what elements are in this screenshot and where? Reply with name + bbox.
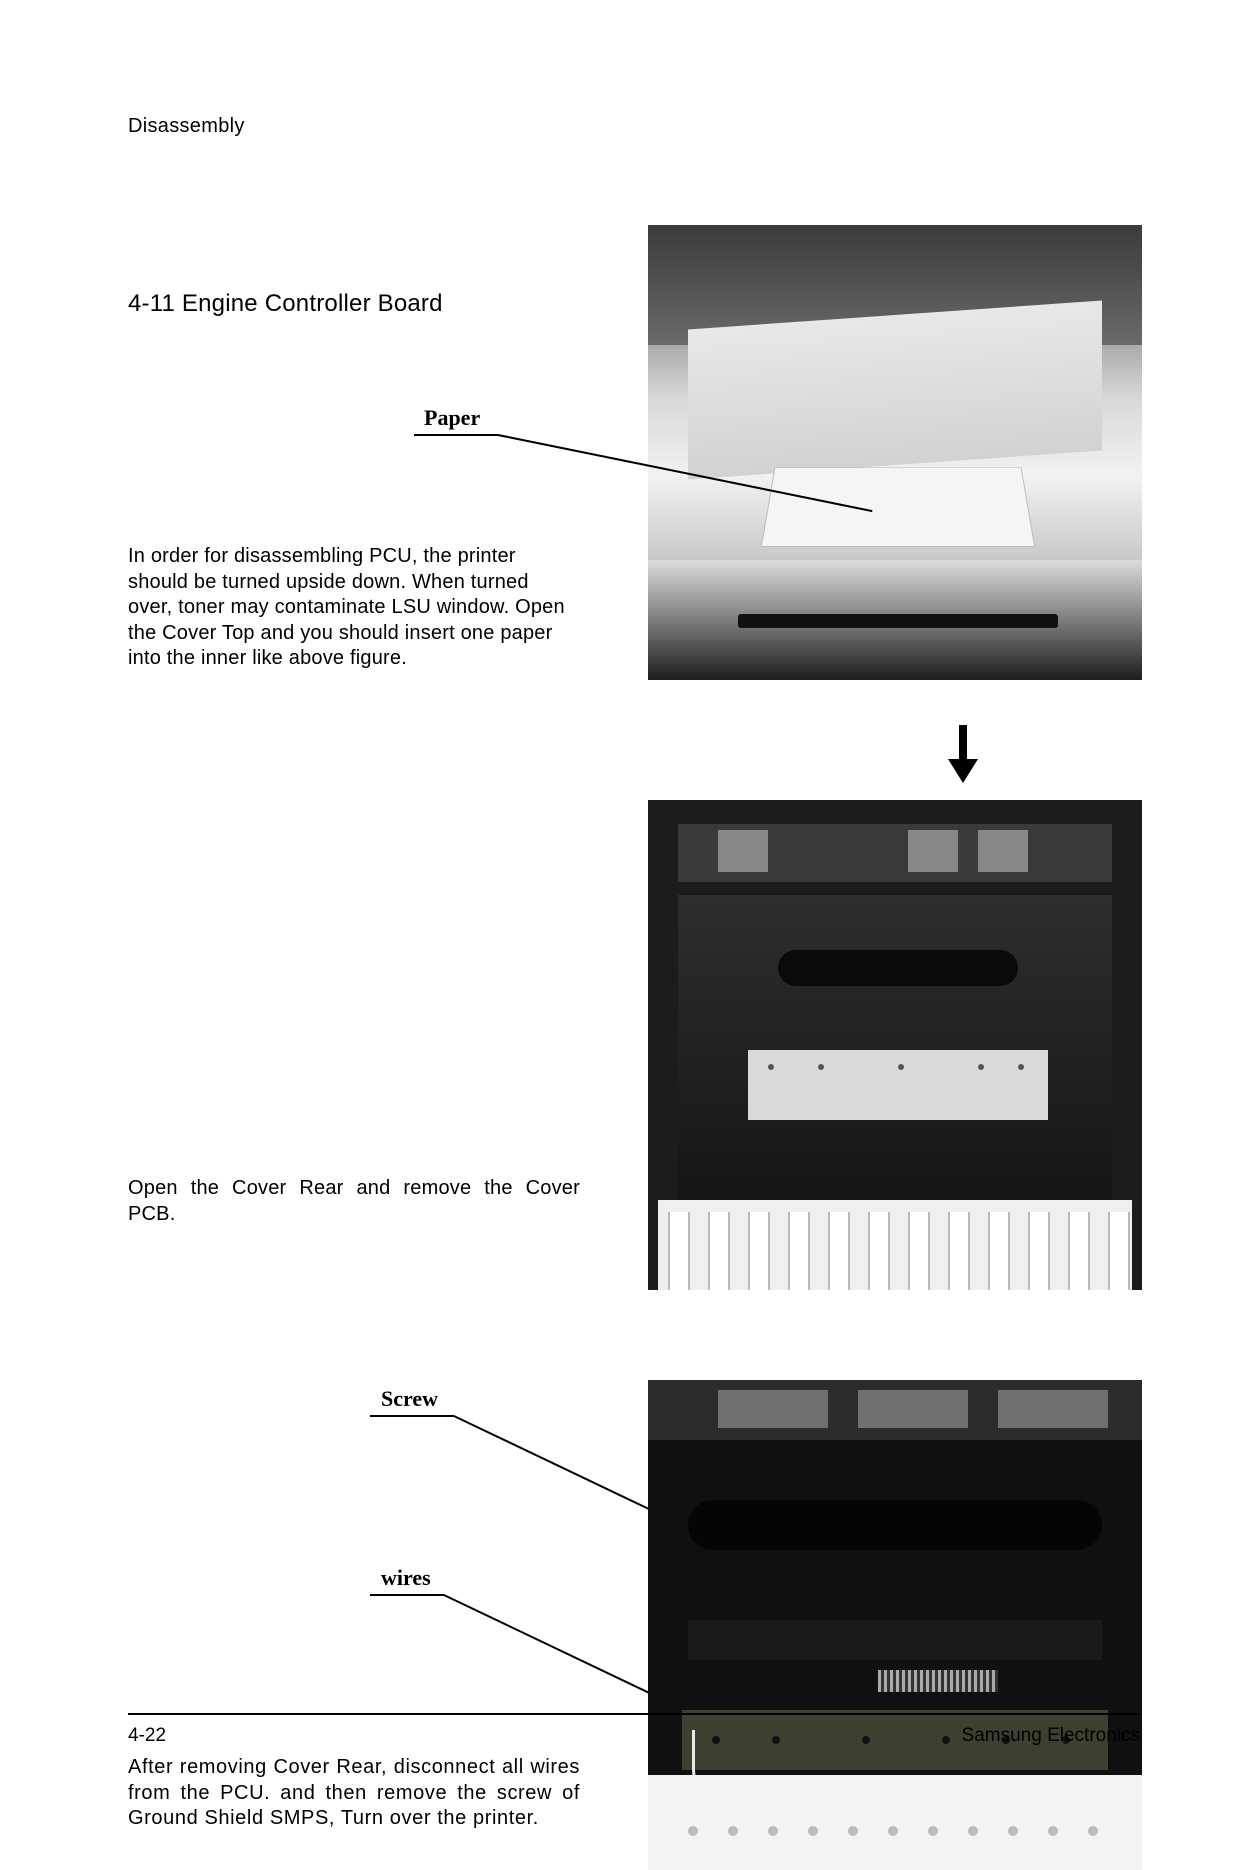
figure-2-cover-rear: [648, 800, 1142, 1290]
callout-wires-label: wires: [381, 1565, 431, 1591]
footer-rule: [128, 1713, 1140, 1715]
paragraph-2: Open the Cover Rear and remove the Cover…: [128, 1176, 580, 1227]
figure-1-printer-top-open: [648, 225, 1142, 680]
paragraph-3: After removing Cover Rear, disconnect al…: [128, 1755, 580, 1832]
callout-screw-label: Screw: [381, 1386, 438, 1412]
figure-3-pcu-wires-screw: [648, 1380, 1142, 1870]
paragraph-1: In order for disassembling PCU, the prin…: [128, 544, 578, 672]
callout-paper-label: Paper: [424, 405, 480, 431]
callout-screw-underline: [370, 1415, 454, 1417]
down-arrow-icon: [948, 725, 978, 785]
callout-wires-underline: [370, 1594, 444, 1596]
callout-paper-underline: [414, 434, 498, 436]
footer-page-number: 4-22: [128, 1725, 166, 1747]
section-title: 4-11 Engine Controller Board: [128, 290, 443, 318]
footer-company: Samsung Electronics: [962, 1725, 1140, 1747]
page-header: Disassembly: [128, 115, 245, 138]
